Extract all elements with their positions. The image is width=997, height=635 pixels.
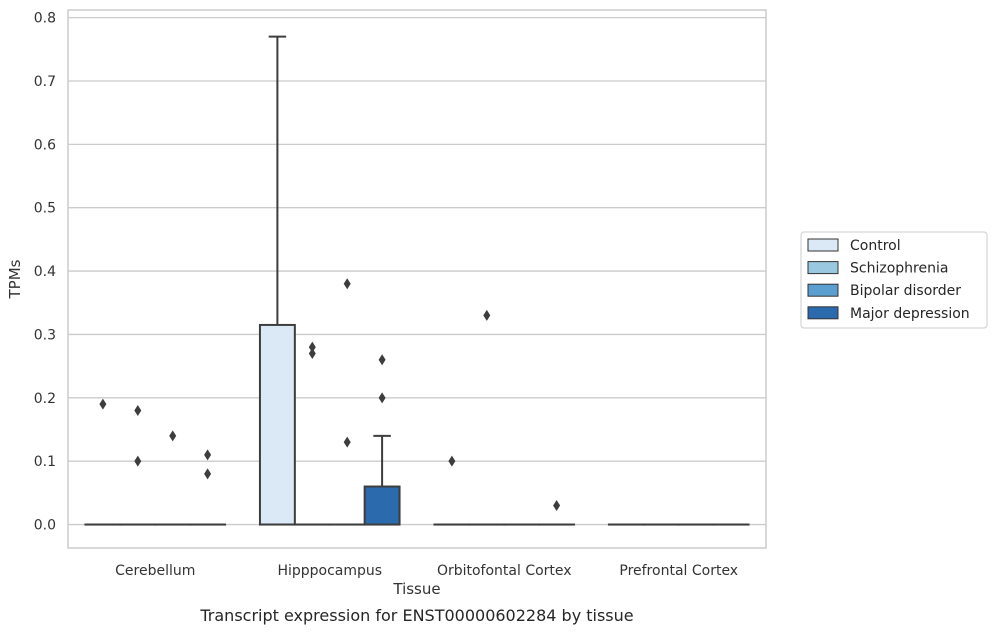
outlier-point [134,404,142,416]
outlier-point [204,468,212,480]
outlier-point [378,392,386,404]
outlier-point [378,354,386,366]
box-group [468,309,506,526]
outlier-point [169,430,177,442]
outlier-point [343,436,351,448]
legend: Control Schizophrenia Bipolar disorder Majo… [800,231,988,329]
outlier-point [204,449,212,461]
plot-area-frame [67,9,767,549]
box-group [538,500,576,526]
y-tick-label: 0.6 [34,137,56,153]
legend-swatch [807,306,839,320]
legend-swatch [807,261,839,275]
x-tick-label: Cerebellum [115,563,195,579]
x-axis-ticks: Cerebellum Hipppocampus Orbitofontal Corte… [115,563,738,579]
outlier-point [308,347,316,359]
y-tick-label: 0.2 [34,391,56,407]
box-group [119,404,157,526]
box-group [189,449,227,526]
outlier-point [553,500,561,512]
y-tick-label: 0.5 [34,201,56,217]
x-axis-label: Tissue [392,580,440,598]
legend-swatch [807,283,839,297]
box [258,323,296,526]
y-tick-label: 0.4 [34,264,56,280]
x-tick-label: Hipppocampus [277,563,382,579]
chart-caption: Transcript expression for ENST0000060228… [199,606,633,625]
box-group [328,278,366,526]
y-tick-label: 0.3 [34,327,56,343]
outlier-point [448,455,456,467]
box-group [258,35,296,526]
box-series [84,35,750,526]
y-axis-label: TPMs [6,259,24,299]
legend-label: Major depression [850,306,970,322]
y-axis-ticks: 0.0 0.1 0.2 0.3 0.4 0.5 0.6 0.7 0.8 [34,11,56,534]
legend-frame [800,231,988,329]
outlier-point [134,455,142,467]
y-tick-label: 0.1 [34,454,56,470]
y-tick-label: 0.7 [34,74,56,90]
box-group [363,354,401,526]
legend-label: Control [850,238,901,254]
outlier-point [483,309,491,321]
box [363,485,401,526]
box-group [154,430,192,526]
x-tick-label: Prefrontal Cortex [619,563,738,579]
box-group [293,341,331,526]
y-tick-label: 0.0 [34,518,56,534]
outlier-point [343,278,351,290]
box-group [433,455,471,526]
gridlines [68,16,766,526]
legend-label: Bipolar disorder [850,283,961,299]
y-tick-label: 0.8 [34,11,56,27]
outlier-point [308,341,316,353]
legend-swatch [807,238,839,252]
x-tick-label: Orbitofontal Cortex [437,563,572,579]
outlier-point [99,398,107,410]
legend-label: Schizophrenia [850,261,948,277]
